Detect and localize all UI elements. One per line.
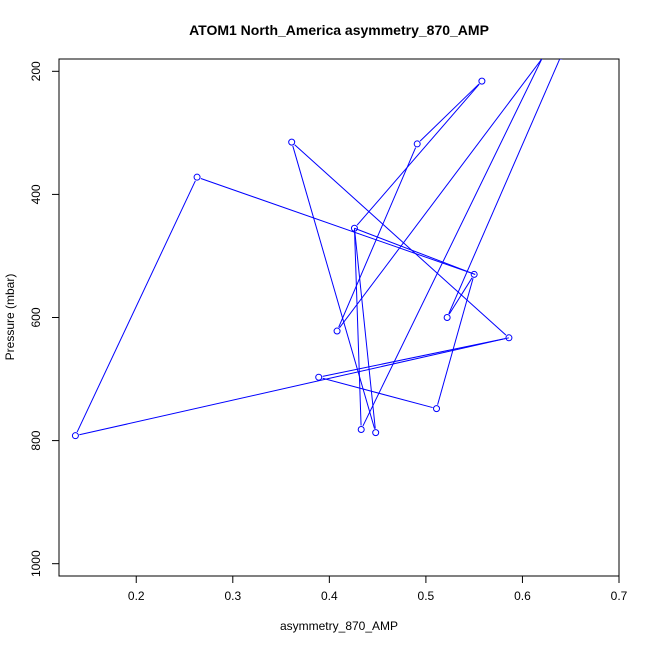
data-point — [470, 270, 478, 278]
series-line-segment — [356, 83, 480, 226]
series-line-segment — [79, 337, 510, 436]
data-point — [193, 173, 201, 181]
x-tick-label: 0.6 — [514, 589, 531, 603]
data-point — [433, 405, 441, 413]
series-line-segment — [322, 338, 506, 377]
data-point — [505, 334, 513, 342]
series-line-segment — [294, 144, 507, 336]
series-line-segment — [353, 228, 362, 426]
series-line-segment — [292, 145, 376, 429]
y-tick-label: 400 — [29, 184, 43, 204]
series-line-segment — [338, 147, 417, 328]
x-tick-label: 0.4 — [321, 589, 338, 603]
data-point — [443, 314, 451, 321]
data-point — [288, 138, 296, 146]
x-axis: 0.2 0.3 0.4 0.5 0.6 0.7 — [128, 576, 628, 603]
data-point — [357, 426, 365, 434]
data-point — [350, 224, 358, 232]
data-point — [559, 59, 563, 60]
series-line-segment — [322, 377, 433, 409]
chart-title: ATOM1 North_America asymmetry_870_AMP — [189, 22, 489, 38]
y-tick-label: 600 — [29, 307, 43, 327]
x-tick-label: 0.2 — [128, 589, 145, 603]
y-tick-label: 800 — [29, 430, 43, 450]
series-line-segment — [448, 277, 473, 315]
data-layer — [71, 59, 563, 440]
series-line-segment — [339, 59, 543, 329]
series-line-segment — [354, 227, 476, 275]
y-tick-label: 1000 — [29, 550, 43, 577]
x-tick-label: 0.5 — [418, 589, 435, 603]
data-point — [333, 327, 341, 335]
data-point — [315, 373, 323, 381]
x-axis-label: asymmetry_870_AMP — [280, 619, 398, 633]
y-axis: 200 400 600 800 1000 — [29, 61, 59, 577]
series-line-segment — [76, 180, 196, 433]
data-point — [413, 140, 421, 148]
x-tick-label: 0.3 — [224, 589, 241, 603]
series-line-segment — [419, 83, 480, 142]
plot-area — [58, 58, 620, 577]
series-line-segment — [354, 232, 376, 429]
data-point — [71, 432, 79, 440]
y-axis-label: Pressure (mbar) — [3, 274, 17, 361]
y-tick-label: 200 — [29, 61, 43, 81]
series-line-segment — [200, 178, 476, 275]
series-line-segment — [362, 59, 543, 427]
data-point — [478, 77, 486, 85]
data-point — [372, 429, 380, 437]
x-tick-label: 0.7 — [611, 589, 628, 603]
series-line-segment — [437, 278, 474, 405]
